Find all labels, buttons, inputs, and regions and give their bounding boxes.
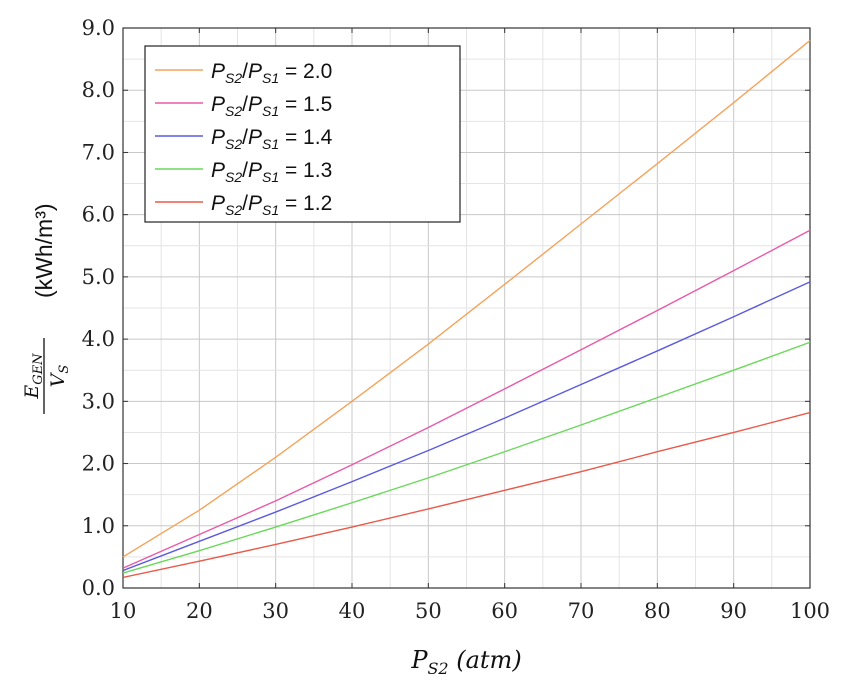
x-tick-label: 70 [568, 599, 595, 623]
legend-num: P [211, 126, 225, 149]
y-den-sub: S [57, 365, 72, 374]
series-line [122, 39, 811, 558]
series-line [122, 341, 811, 574]
legend-label: PS2/PS1 = 1.4 [211, 126, 333, 152]
x-tick-label: 60 [491, 599, 518, 623]
x-tick-label: 80 [644, 599, 671, 623]
legend-value: = 1.3 [279, 159, 332, 182]
legend-box [144, 45, 461, 223]
x-tick-label: 50 [415, 599, 442, 623]
legend-den: P [248, 159, 262, 182]
x-title-unit: (atm) [449, 646, 522, 674]
y-den-main: V [47, 371, 69, 387]
x-tick-label: 10 [110, 599, 137, 623]
legend-num: P [211, 60, 225, 83]
legend-value: = 1.5 [279, 93, 332, 116]
legend-num-sub: S2 [225, 70, 242, 86]
y-tick-label: 9.0 [82, 16, 115, 40]
y-tick-label: 6.0 [82, 203, 115, 227]
legend-den-sub: S1 [262, 70, 279, 86]
legend-num: P [211, 93, 225, 116]
y-tick-label: 1.0 [82, 514, 115, 538]
legend-den: P [248, 60, 262, 83]
y-title-denominator: VS [47, 365, 72, 388]
y-tick-label: 0.0 [82, 576, 115, 600]
legend-value: = 1.2 [279, 192, 332, 215]
legend-value: = 2.0 [279, 60, 332, 83]
legend-num: P [211, 192, 225, 215]
legend-den-sub: S1 [262, 169, 279, 185]
y-num-sub: GEN [31, 353, 46, 385]
y-tick-label: 5.0 [82, 265, 115, 289]
legend-num: P [211, 159, 225, 182]
x-tick-label: 90 [720, 599, 747, 623]
legend-den-sub: S1 [262, 103, 279, 119]
legend-num-sub: S2 [225, 136, 242, 152]
legend-label: PS2/PS1 = 2.0 [211, 60, 332, 86]
x-tick-label: 40 [339, 599, 366, 623]
legend-den: P [248, 93, 262, 116]
legend-slash: / [242, 126, 248, 149]
x-tick-label: 30 [262, 599, 289, 623]
legend-label: PS2/PS1 = 1.3 [211, 159, 332, 185]
series-lines [122, 39, 811, 579]
legend-value: = 1.4 [279, 126, 332, 149]
legend-slash: / [242, 192, 248, 215]
axes-frame [122, 27, 811, 589]
legend-den: P [248, 192, 262, 215]
legend-den-sub: S1 [262, 202, 279, 218]
x-tick-label: 100 [790, 599, 830, 623]
x-tick-label: 20 [186, 599, 213, 623]
x-title-sub: S2 [427, 659, 448, 678]
legend-num-sub: S2 [225, 103, 242, 119]
x-title-main: P [410, 646, 428, 674]
legend-den-sub: S1 [262, 136, 279, 152]
x-axis-title: PS2 (atm) [410, 646, 521, 678]
legend-slash: / [242, 159, 248, 182]
legend-num-sub: S2 [225, 202, 242, 218]
y-tick-label: 7.0 [82, 140, 115, 164]
y-axis-title: EGEN VS (kWh/m³) [21, 203, 72, 414]
legend-slash: / [242, 60, 248, 83]
y-tick-label: 8.0 [82, 78, 115, 102]
legend-slash: / [242, 93, 248, 116]
legend-label: PS2/PS1 = 1.5 [211, 93, 332, 119]
y-tick-label: 3.0 [82, 389, 115, 413]
y-tick-label: 4.0 [82, 327, 115, 351]
y-title-unit: (kWh/m³) [31, 203, 57, 298]
y-num-main: E [21, 385, 43, 400]
legend-den: P [248, 126, 262, 149]
y-tick-label: 2.0 [82, 452, 115, 476]
series-line [122, 229, 811, 569]
series-line [122, 411, 811, 579]
y-title-numerator: EGEN [21, 353, 46, 400]
legend-label: PS2/PS1 = 1.2 [211, 192, 332, 218]
legend-num-sub: S2 [225, 169, 242, 185]
series-line [122, 281, 811, 572]
